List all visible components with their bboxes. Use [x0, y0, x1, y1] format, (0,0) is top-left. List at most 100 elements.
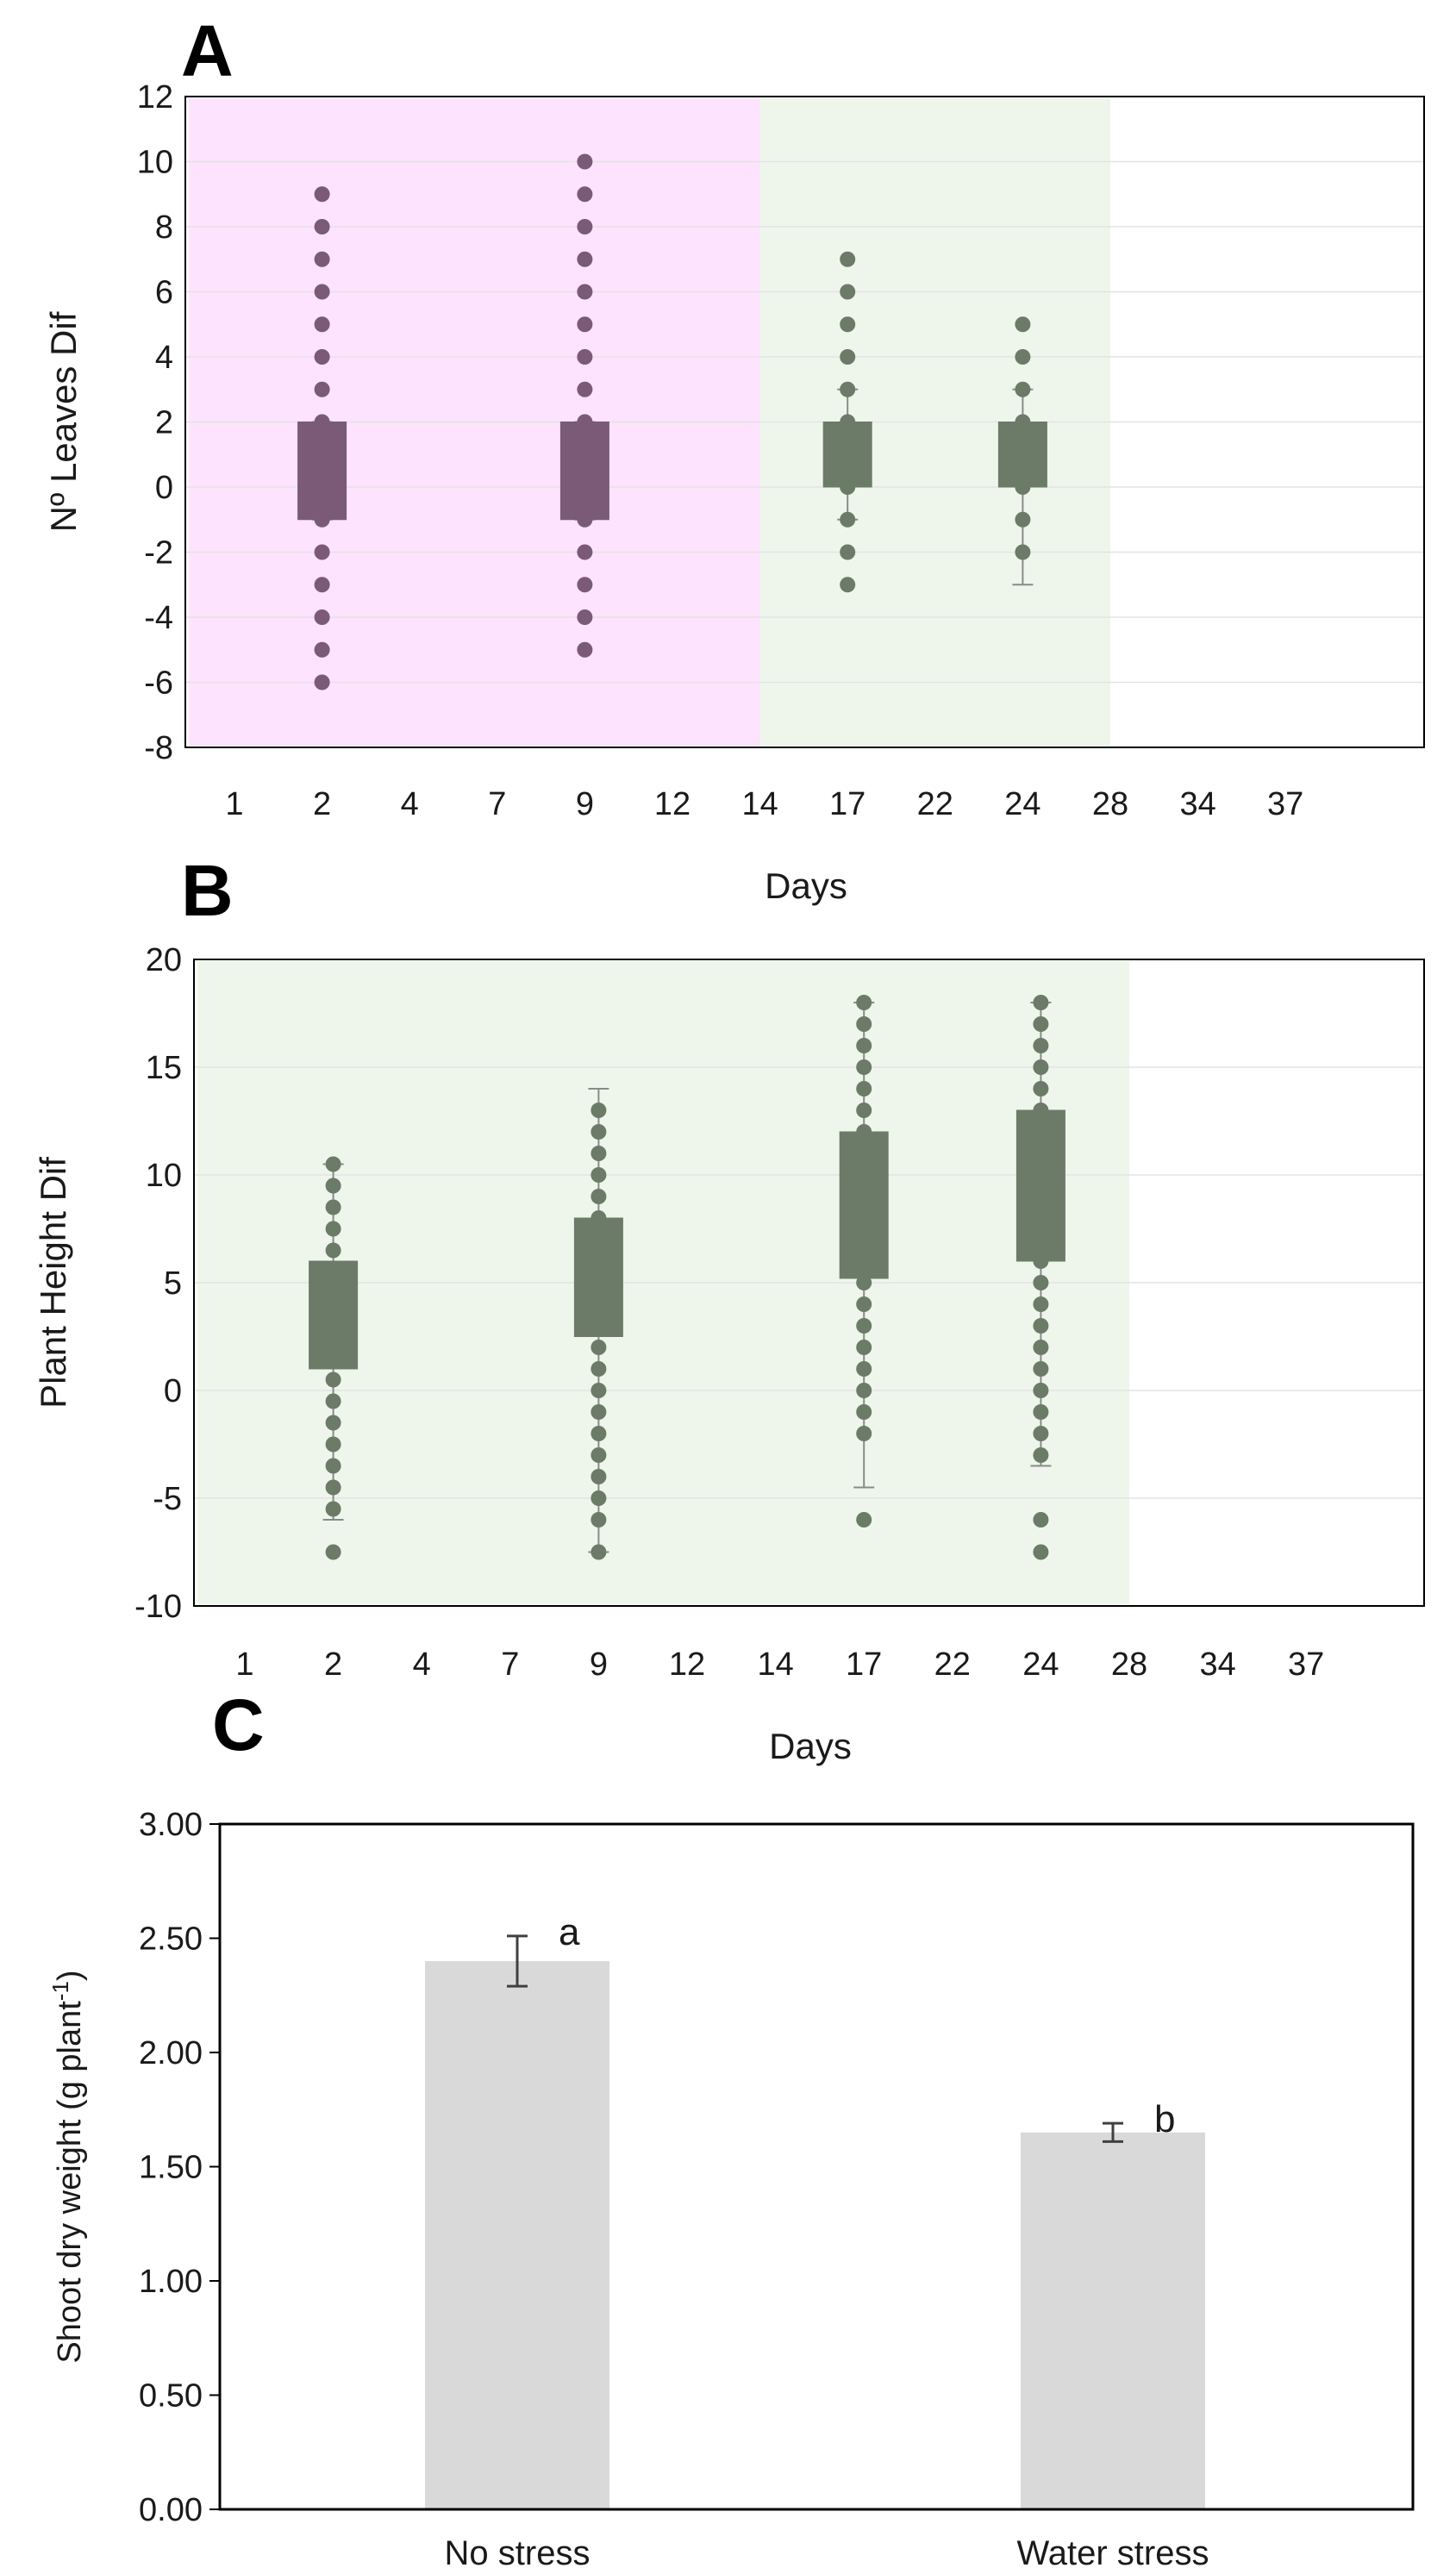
b-point-9-11	[591, 1296, 607, 1312]
b-point-24-15	[1033, 1167, 1049, 1183]
a-x-tick-label-12: 37	[1267, 786, 1303, 822]
b-point-17-11	[856, 1210, 872, 1226]
b-point-9-16	[591, 1189, 607, 1204]
b-x-tick-label-4: 9	[590, 1646, 608, 1683]
b-point-24-13	[1033, 1210, 1049, 1226]
a-x-tick-label-4: 9	[576, 786, 594, 822]
b-point-9-4	[591, 1447, 607, 1463]
b-point-9-15	[591, 1210, 607, 1226]
b-box-group-24	[1015, 995, 1065, 1560]
b-point-9-12	[591, 1275, 607, 1290]
a-point-9-6	[577, 447, 593, 463]
b-x-tick-label-12: 37	[1288, 1646, 1324, 1683]
panel-a-boxes	[297, 153, 1047, 690]
b-point-24-4	[1033, 1404, 1049, 1420]
c-bar-1	[1021, 2132, 1205, 2509]
b-point-2-6	[325, 1393, 341, 1409]
b-point-2-4	[325, 1436, 341, 1453]
b-point-9-19	[591, 1124, 607, 1140]
b-point-24-1	[1033, 1512, 1049, 1528]
a-y-tick-label-9: 10	[137, 145, 173, 181]
a-point-17-1	[840, 544, 856, 560]
b-point-2-8	[325, 1350, 341, 1366]
a-x-tick-label-2: 4	[401, 786, 419, 822]
b-x-tick-label-0: 1	[235, 1646, 253, 1683]
b-point-24-11	[1033, 1253, 1049, 1269]
b-point-9-9	[591, 1340, 607, 1355]
a-point-17-6	[840, 381, 856, 397]
a-box-group-2	[297, 186, 347, 690]
b-point-9-18	[591, 1146, 607, 1161]
b-x-tick-label-10: 28	[1111, 1646, 1147, 1683]
a-y-tick-label-3: -2	[144, 535, 173, 572]
b-point-17-17	[856, 1081, 872, 1096]
b-point-9-10	[591, 1318, 607, 1334]
a-point-17-3	[840, 479, 856, 495]
a-point-2-15	[314, 186, 330, 203]
a-point-24-5	[1015, 381, 1031, 397]
a-point-2-13	[314, 251, 330, 267]
a-point-9-7	[577, 414, 593, 430]
b-point-2-11	[325, 1285, 341, 1302]
panel-a-x-axis-title: Days	[765, 865, 847, 906]
b-point-24-17	[1033, 1124, 1049, 1140]
panel-b-x-axis-title: Days	[769, 1726, 852, 1766]
b-point-24-21	[1033, 1038, 1049, 1053]
a-point-17-8	[840, 316, 856, 333]
a-point-2-7	[314, 447, 330, 463]
c-y-tick-label-5: 2.50	[139, 1921, 203, 1958]
b-x-tick-label-11: 34	[1199, 1646, 1235, 1683]
a-point-9-9	[577, 349, 593, 365]
b-point-17-15	[856, 1124, 872, 1140]
b-y-tick-label-6: 20	[146, 942, 182, 978]
a-point-17-7	[840, 349, 856, 365]
b-point-9-13	[591, 1253, 607, 1269]
a-point-2-2	[314, 609, 330, 625]
b-point-9-3	[591, 1469, 607, 1484]
b-point-17-8	[856, 1275, 872, 1290]
b-x-tick-label-1: 2	[324, 1646, 342, 1683]
panel-a-y-axis-title: Nº Leaves Dif	[43, 311, 84, 532]
a-y-tick-label-6: 4	[155, 340, 173, 376]
a-x-tick-label-0: 1	[225, 786, 243, 822]
panel-a-x-ticks: 1 2 4 7 9 12 14 17 22 24 28 34 37	[225, 786, 1303, 822]
b-x-tick-label-8: 22	[934, 1646, 971, 1683]
c-y-tick-label-3: 1.50	[139, 2150, 203, 2186]
b-point-2-9	[325, 1328, 341, 1345]
b-y-tick-label-4: 10	[146, 1158, 182, 1194]
panel-c-x-ticks: No stress Water stress	[445, 2534, 1209, 2572]
b-y-tick-label-2: 0	[164, 1373, 182, 1409]
b-x-tick-label-9: 24	[1022, 1646, 1059, 1683]
b-point-2-3	[325, 1458, 341, 1474]
a-y-tick-label-10: 12	[137, 79, 173, 116]
b-point-9-5	[591, 1426, 607, 1441]
a-x-tick-label-11: 34	[1179, 786, 1215, 822]
b-point-17-6	[856, 1318, 872, 1334]
a-point-17-10	[840, 251, 856, 267]
panel-b-boxes	[309, 995, 1065, 1560]
b-point-17-7	[856, 1296, 872, 1312]
a-point-9-2	[577, 577, 593, 593]
a-point-9-3	[577, 544, 593, 560]
a-point-24-1	[1015, 511, 1031, 528]
c-significance-letter-1: b	[1154, 2098, 1175, 2140]
c-category-label-1: Water stress	[1017, 2534, 1209, 2572]
panel-c-bars: ab	[425, 1911, 1205, 2509]
a-y-tick-label-4: 0	[155, 470, 173, 506]
a-x-tick-label-1: 2	[313, 786, 331, 822]
b-point-24-8	[1033, 1318, 1049, 1334]
a-x-tick-label-10: 28	[1092, 786, 1128, 822]
a-point-24-0	[1015, 544, 1031, 560]
b-point-17-18	[856, 1059, 872, 1075]
b-point-9-0	[591, 1544, 607, 1560]
a-point-2-14	[314, 219, 330, 234]
a-point-9-10	[577, 316, 593, 333]
a-point-9-0	[577, 641, 593, 658]
b-point-24-3	[1033, 1426, 1049, 1441]
c-bar-0	[425, 1961, 609, 2509]
a-point-9-14	[577, 186, 593, 203]
b-point-24-19	[1033, 1081, 1049, 1096]
a-point-17-2	[840, 511, 856, 528]
a-point-2-4	[314, 544, 330, 560]
a-point-17-9	[840, 284, 856, 300]
